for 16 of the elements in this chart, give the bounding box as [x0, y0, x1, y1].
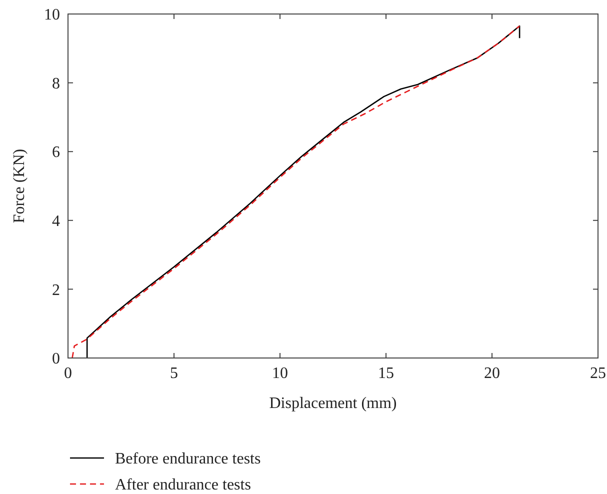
y-tick-label: 4 [52, 213, 60, 230]
x-axis-title: Displacement (mm) [269, 395, 397, 412]
x-tick-label: 15 [378, 365, 394, 382]
x-tick-label: 5 [170, 365, 178, 382]
y-axis-title: Force (KN) [11, 148, 28, 224]
x-tick-label: 20 [484, 365, 500, 382]
y-tick-label: 0 [52, 350, 60, 368]
x-tick-label: 0 [64, 365, 72, 382]
y-tick-label: 2 [52, 282, 60, 299]
y-tick-label: 10 [44, 6, 60, 24]
y-tick-label: 8 [52, 75, 60, 92]
x-tick-label: 10 [272, 365, 288, 382]
legend-label: Before endurance tests [115, 450, 261, 468]
legend-label: After endurance tests [115, 476, 251, 494]
y-tick-label: 6 [52, 144, 60, 162]
x-tick-label: 25 [590, 365, 606, 382]
